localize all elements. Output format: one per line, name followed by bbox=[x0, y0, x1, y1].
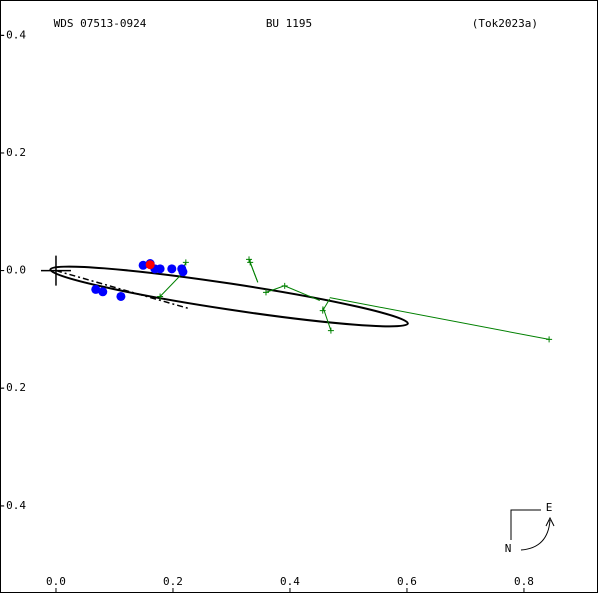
compass-north: N bbox=[505, 542, 512, 555]
residual bbox=[329, 297, 550, 340]
measurement-dot bbox=[167, 264, 177, 274]
y-tick-label: -0.4 bbox=[0, 499, 26, 512]
residual bbox=[322, 306, 332, 331]
orbit bbox=[49, 265, 409, 328]
y-tick-label: -0.2 bbox=[0, 146, 26, 159]
measurement-dot bbox=[145, 260, 155, 270]
x-tick-label: 0.8 bbox=[514, 575, 534, 588]
x-tick-label: 0.4 bbox=[280, 575, 300, 588]
chart-subtitle: BU 1195 bbox=[266, 17, 312, 30]
residual bbox=[249, 262, 259, 283]
node-line bbox=[55, 269, 191, 310]
measurement-plus bbox=[157, 293, 164, 300]
compass-east: E bbox=[546, 501, 553, 514]
measurement-plus bbox=[546, 336, 553, 343]
measurement-dot bbox=[91, 284, 101, 294]
measurement-plus bbox=[182, 259, 189, 266]
primary-star bbox=[40, 255, 71, 286]
measurement-dot bbox=[138, 260, 148, 270]
measurement-plus bbox=[246, 256, 253, 263]
measurement-plus bbox=[262, 289, 269, 296]
x-tick-label: 0.6 bbox=[397, 575, 417, 588]
residual bbox=[265, 285, 285, 293]
measurement-plus bbox=[319, 307, 326, 314]
measurement-dot bbox=[155, 264, 165, 274]
y-tick-label: -0.4 bbox=[0, 28, 26, 41]
y-tick-label: -0.0 bbox=[0, 264, 26, 277]
compass: N E bbox=[505, 501, 555, 555]
chart-title: WDS 07513-0924 bbox=[54, 17, 147, 30]
residual bbox=[284, 285, 320, 302]
residual bbox=[159, 275, 181, 297]
y-tick-label: -0.2 bbox=[0, 381, 26, 394]
measurement-dot bbox=[116, 291, 126, 301]
measurement-dot bbox=[178, 267, 188, 277]
measurement-plus bbox=[327, 327, 334, 334]
x-tick-label: 0.2 bbox=[163, 575, 183, 588]
measurement-plus bbox=[247, 259, 254, 266]
x-tick-label: 0.0 bbox=[46, 575, 66, 588]
reference: (Tok2023a) bbox=[472, 17, 538, 30]
measurement-plus bbox=[281, 282, 288, 289]
measurement-dot bbox=[98, 287, 108, 297]
